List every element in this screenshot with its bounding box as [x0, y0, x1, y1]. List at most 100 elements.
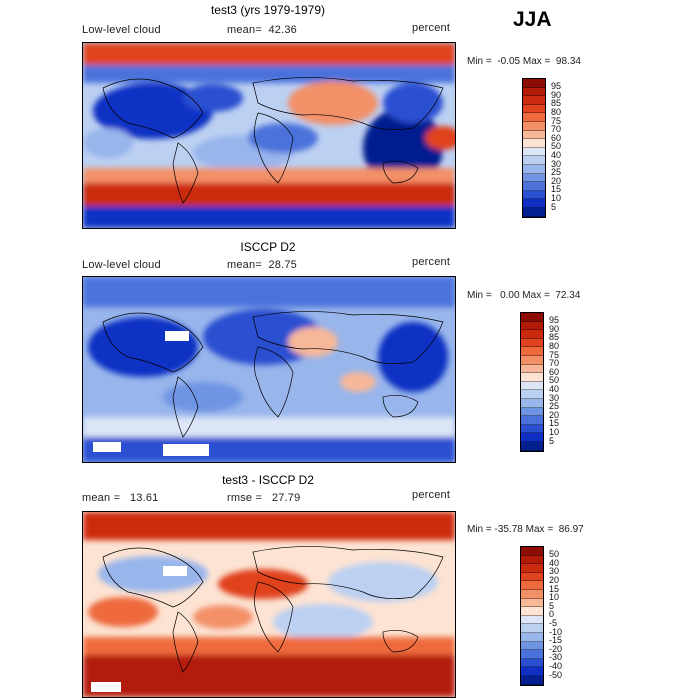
- colorbar-tick-label: 40: [551, 149, 562, 160]
- panel-2-colorbar: [520, 312, 544, 452]
- colorbar-tick-label: 20: [549, 574, 560, 585]
- panel-2-center-label: mean= 28.75: [227, 259, 297, 271]
- colorbar-tick-label: 95: [551, 81, 562, 92]
- colorbar-cell: [521, 624, 543, 633]
- colorbar-cell: [523, 190, 545, 200]
- colorbar-tick-label: 20: [551, 175, 562, 186]
- colorbar-tick-label: 5: [551, 201, 557, 212]
- colorbar-cell: [523, 207, 545, 217]
- panel-3-center-label: rmse = 27.79: [227, 492, 301, 504]
- colorbar-tick-label: 85: [551, 98, 562, 109]
- colorbar-cell: [521, 416, 543, 425]
- colorbar-tick-label: 0: [549, 609, 555, 620]
- colorbar-cell: [521, 390, 543, 399]
- colorbar-cell: [521, 555, 543, 565]
- panel-2-map: [82, 276, 456, 463]
- colorbar-cell: [521, 398, 543, 408]
- panel-1-colorbar: [522, 78, 546, 218]
- colorbar-tick-label: 50: [549, 549, 560, 560]
- panel-3-right-label: percent: [412, 489, 451, 501]
- colorbar-cell: [521, 667, 543, 676]
- colorbar-cell: [521, 321, 543, 331]
- colorbar-cell: [521, 373, 543, 382]
- panel-1-center-label: mean= 42.36: [227, 24, 297, 36]
- colorbar-cell: [523, 156, 545, 165]
- colorbar-cell: [521, 338, 543, 348]
- colorbar-tick-label: 75: [551, 115, 562, 126]
- panel-2-title: ISCCP D2: [240, 240, 296, 254]
- colorbar-cell: [523, 96, 545, 105]
- colorbar-tick-label: 80: [549, 340, 560, 351]
- colorbar-cell: [521, 330, 543, 339]
- colorbar-cell: [521, 632, 543, 642]
- colorbar-tick-label: 30: [551, 158, 562, 169]
- colorbar-tick-label: 30: [549, 392, 560, 403]
- colorbar-cell: [523, 164, 545, 174]
- colorbar-tick-label: 5: [549, 435, 555, 446]
- colorbar-cell: [523, 147, 545, 157]
- colorbar-tick-label: -15: [549, 635, 563, 646]
- panel-3-left-label: mean = 13.61: [82, 492, 159, 504]
- colorbar-tick-label: 15: [551, 184, 562, 195]
- colorbar-tick-label: 60: [551, 132, 562, 143]
- colorbar-tick-label: 50: [549, 375, 560, 386]
- panel-1-left-label: Low-level cloud: [82, 24, 161, 36]
- colorbar-cell: [521, 407, 543, 417]
- colorbar-tick-label: -5: [549, 617, 558, 628]
- colorbar-tick-label: -20: [549, 643, 563, 654]
- panel-1-map: [82, 42, 456, 229]
- colorbar-cell: [521, 607, 543, 616]
- colorbar-cell: [523, 182, 545, 191]
- colorbar-cell: [521, 355, 543, 365]
- colorbar-cell: [521, 615, 543, 625]
- colorbar-cell: [521, 347, 543, 356]
- colorbar-tick-label: 25: [551, 167, 562, 178]
- colorbar-tick-label: 70: [551, 124, 562, 135]
- panel-1-right-label: percent: [412, 22, 451, 34]
- colorbar-tick-label: 70: [549, 358, 560, 369]
- colorbar-tick-label: -50: [549, 669, 563, 680]
- colorbar-cell: [523, 121, 545, 131]
- colorbar-tick-label: 5: [549, 600, 555, 611]
- colorbar-tick-label: 80: [551, 106, 562, 117]
- colorbar-tick-label: 30: [549, 566, 560, 577]
- colorbar-tick-label: 90: [549, 323, 560, 334]
- season-label: JJA: [513, 8, 552, 31]
- colorbar-cell: [521, 572, 543, 582]
- colorbar-cell: [523, 139, 545, 148]
- colorbar-cell: [521, 650, 543, 659]
- colorbar-cell: [521, 675, 543, 685]
- colorbar-cell: [521, 364, 543, 374]
- colorbar-tick-label: 90: [551, 89, 562, 100]
- colorbar-cell: [521, 424, 543, 434]
- colorbar-tick-label: 60: [549, 366, 560, 377]
- colorbar-cell: [521, 598, 543, 608]
- colorbar-tick-label: 10: [549, 426, 560, 437]
- panel-3-map: [82, 511, 456, 698]
- colorbar-tick-label: 50: [551, 141, 562, 152]
- colorbar-tick-label: -10: [549, 626, 563, 637]
- colorbar-tick-label: 25: [549, 401, 560, 412]
- colorbar-tick-label: 10: [549, 592, 560, 603]
- colorbar-cell: [523, 173, 545, 183]
- colorbar-cell: [523, 199, 545, 208]
- colorbar-cell: [523, 104, 545, 114]
- colorbar-cell: [521, 564, 543, 573]
- colorbar-cell: [521, 433, 543, 442]
- panel-3-title: test3 - ISCCP D2: [222, 473, 314, 487]
- colorbar-cell: [521, 641, 543, 651]
- panel-1-minmax: Min = -0.05 Max = 98.34: [467, 56, 581, 67]
- colorbar-tick-label: 20: [549, 409, 560, 420]
- colorbar-tick-label: -40: [549, 660, 563, 671]
- colorbar-cell: [523, 87, 545, 97]
- colorbar-tick-label: 40: [549, 557, 560, 568]
- colorbar-cell: [521, 547, 543, 556]
- colorbar-cell: [521, 589, 543, 599]
- colorbar-cell: [521, 658, 543, 668]
- colorbar-cell: [523, 79, 545, 88]
- colorbar-tick-label: 10: [551, 192, 562, 203]
- panel-2-left-label: Low-level cloud: [82, 259, 161, 271]
- colorbar-tick-label: -30: [549, 652, 563, 663]
- colorbar-cell: [521, 441, 543, 451]
- colorbar-cell: [523, 113, 545, 122]
